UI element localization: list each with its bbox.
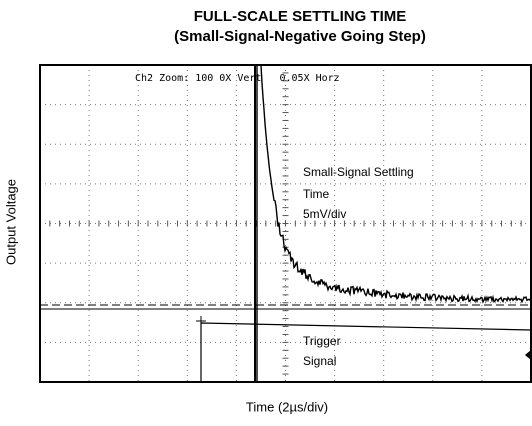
x-axis-label: Time (2µs/div) <box>246 399 328 414</box>
level-marker <box>525 350 531 360</box>
annotation: Trigger <box>303 334 341 348</box>
trigger-marker <box>196 316 206 326</box>
chart-title: FULL-SCALE SETTLING TIME <box>194 8 406 25</box>
scope-header: Ch2 Zoom: 100 0X Vert 0.05X Horz <box>135 73 340 84</box>
trigger-trace <box>201 323 531 382</box>
annotation: Small-Signal Settling <box>303 165 414 179</box>
y-axis-label: Output Voltage <box>3 179 18 265</box>
scope-grid <box>40 65 531 382</box>
chart-subtitle: (Small-Signal-Negative Going Step) <box>174 28 426 45</box>
annotation: 5mV/div <box>303 207 346 221</box>
annotation: Time <box>303 187 330 201</box>
chart: FULL-SCALE SETTLING TIME (Small-Signal-N… <box>0 0 532 426</box>
annotation: Signal <box>303 354 336 368</box>
